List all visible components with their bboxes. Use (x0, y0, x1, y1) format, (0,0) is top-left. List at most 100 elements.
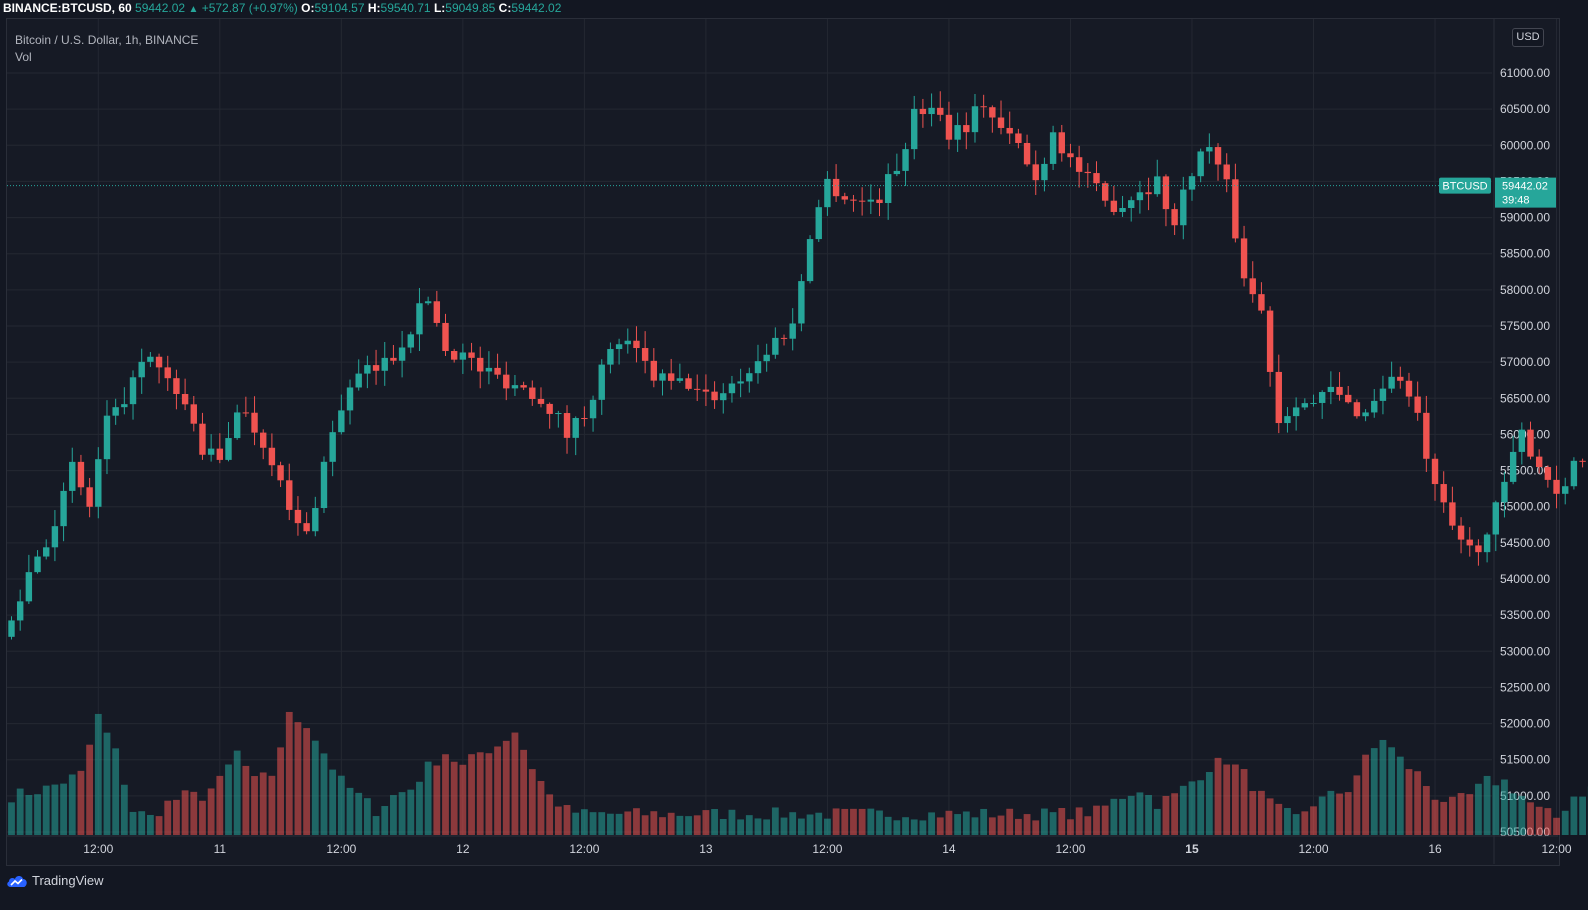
candle-body (824, 178, 831, 208)
volume-bar (1266, 798, 1274, 835)
volume-bar (485, 753, 493, 835)
volume-bar (1231, 764, 1239, 835)
candle-body (433, 301, 441, 323)
volume-bar (1284, 808, 1291, 835)
candle-body (390, 357, 397, 361)
volume-bar (641, 815, 649, 835)
volume-bar (155, 816, 163, 835)
volume-bar (711, 809, 718, 835)
volume-bar (1101, 805, 1109, 835)
candle-body (841, 196, 848, 200)
candle-body (233, 412, 241, 439)
volume-bar (1475, 783, 1482, 835)
candle-body (1275, 371, 1282, 424)
candle-body (1449, 502, 1456, 526)
candle-body (572, 418, 579, 438)
volume-bar (1370, 748, 1378, 835)
candle-body (1110, 200, 1118, 212)
candle-body (911, 108, 918, 150)
candle-body (728, 383, 736, 394)
volume-bar (771, 807, 779, 835)
candle-body (902, 149, 909, 171)
candle-body (1206, 147, 1213, 152)
volume-bar (346, 787, 354, 835)
high-label: H: (367, 1, 381, 15)
legend-volume[interactable]: Vol (15, 50, 32, 64)
volume-bar (537, 780, 545, 835)
volume-bar (1353, 775, 1361, 835)
volume-bar (8, 802, 15, 835)
candle-body (77, 461, 85, 488)
volume-bar (94, 713, 102, 835)
time-tick-label: 12:00 (569, 842, 599, 856)
volume-bar (1205, 772, 1213, 835)
volume-bar (667, 812, 675, 835)
candle-body (1180, 189, 1187, 226)
volume-bar (1544, 808, 1552, 835)
volume-bar (120, 784, 128, 835)
volume-bar (945, 810, 953, 835)
candle-body (1379, 388, 1387, 401)
candle-body (329, 432, 336, 462)
candle-body (1023, 142, 1031, 165)
candle-body (1483, 534, 1491, 553)
volume-bar (928, 812, 935, 835)
time-tick-label: 12 (456, 842, 470, 856)
candle-body (537, 398, 545, 404)
volume-bar (893, 820, 901, 835)
candle-body (607, 349, 614, 365)
chart-legend: Bitcoin / U.S. Dollar, 1h, BINANCE Vol (15, 32, 198, 66)
candle-body (242, 412, 250, 414)
volume-bar (1058, 808, 1066, 835)
candle-body (511, 385, 519, 389)
candlestick-chart[interactable]: 61000.0060500.0060000.0059500.0059000.00… (0, 0, 1588, 866)
volume-bar (112, 748, 120, 835)
candle-body (1101, 183, 1109, 201)
candle-body (529, 387, 536, 399)
candle-body (338, 410, 345, 433)
candle-body (1362, 412, 1369, 417)
candle-body (937, 107, 944, 115)
volume-bar (1310, 806, 1317, 835)
candle-body (720, 393, 727, 401)
candle-body (1032, 164, 1039, 181)
candle-body (407, 334, 414, 348)
volume-bar (51, 784, 59, 835)
candle-body (424, 301, 432, 304)
legend-title[interactable]: Bitcoin / U.S. Dollar, 1h, BINANCE (15, 33, 199, 47)
candle-body (893, 170, 901, 175)
tradingview-logo[interactable]: TradingView (6, 873, 104, 888)
volume-bar (910, 819, 918, 835)
time-tick-label: 12:00 (1542, 842, 1572, 856)
time-tick-label: 14 (942, 842, 956, 856)
candle-body (312, 508, 319, 532)
price-tick-label: 53000.00 (1500, 644, 1550, 658)
currency-button[interactable]: USD (1512, 28, 1544, 47)
candle-body (641, 348, 649, 361)
time-tick-label: 12:00 (1298, 842, 1328, 856)
candle-body (1440, 484, 1447, 503)
candle-body (633, 340, 640, 349)
cloud-icon (7, 875, 27, 887)
open-label: O: (301, 1, 315, 15)
price-tick-label: 54000.00 (1500, 572, 1550, 586)
volume-bar (980, 808, 988, 835)
candle-body (1154, 176, 1161, 195)
candle-body (555, 413, 562, 415)
candle-body (1284, 416, 1291, 424)
volume-bar (676, 815, 684, 835)
volume-bar (146, 814, 154, 835)
volume-bar (190, 791, 198, 835)
volume-bar (954, 814, 962, 835)
candle-body (398, 347, 406, 361)
volume-bar (390, 795, 397, 835)
volume-bar (1153, 808, 1161, 835)
candle-body (294, 509, 302, 524)
volume-bar (1570, 796, 1578, 835)
symbol-label[interactable]: BINANCE:BTCUSD, 60 (3, 1, 132, 15)
volume-bar (285, 711, 293, 835)
volume-bar (572, 812, 580, 835)
volume-bar (1162, 795, 1170, 835)
price-tick-label: 53500.00 (1500, 608, 1550, 622)
volume-bar (1344, 792, 1352, 835)
